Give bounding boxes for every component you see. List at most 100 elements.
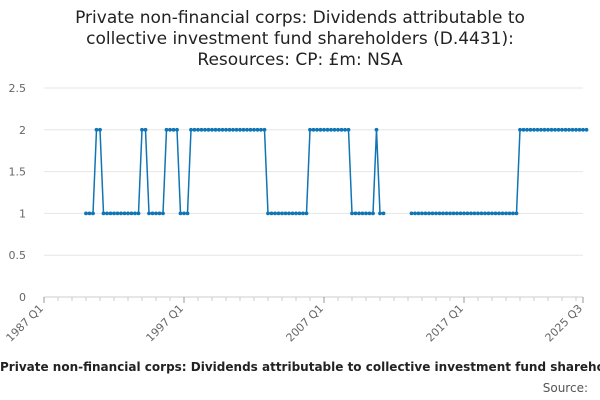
data-point (511, 211, 515, 216)
data-point (357, 211, 361, 216)
data-point (154, 211, 158, 216)
data-point (332, 127, 337, 132)
data-point (182, 211, 186, 216)
data-point (108, 211, 113, 216)
data-point (294, 211, 298, 216)
data-point (287, 211, 291, 216)
data-point (518, 127, 522, 132)
data-point (315, 127, 319, 132)
data-point (98, 127, 102, 132)
data-point (462, 211, 466, 216)
data-point (336, 127, 340, 132)
chart-title: Private non-financial corps: Dividends a… (75, 8, 525, 70)
data-point (451, 211, 456, 216)
data-point (94, 127, 99, 132)
data-point (150, 211, 155, 216)
y-tick-label: 2 (19, 124, 26, 137)
data-point (185, 211, 190, 216)
data-point (210, 127, 214, 132)
data-point (164, 127, 169, 132)
data-point (252, 127, 256, 132)
data-point (318, 127, 323, 132)
data-point (444, 211, 449, 216)
source-label: Source: (542, 381, 588, 395)
y-tick-label: 1.5 (9, 166, 27, 179)
data-point (476, 211, 480, 216)
data-point (119, 211, 123, 216)
data-point (483, 211, 487, 216)
data-point (367, 211, 372, 216)
data-point (115, 211, 120, 216)
data-point (574, 127, 578, 132)
data-point (178, 211, 183, 216)
data-point (360, 211, 365, 216)
data-point (546, 127, 550, 132)
data-point (255, 127, 260, 132)
data-point (147, 211, 151, 216)
data-point (322, 127, 326, 132)
data-point (490, 211, 494, 216)
data-point (371, 211, 375, 216)
data-point (84, 211, 88, 216)
data-point (409, 211, 414, 216)
x-tick-label: 2017 Q1 (424, 302, 467, 345)
data-point (374, 127, 379, 132)
data-point (136, 211, 141, 216)
data-point (581, 127, 585, 132)
data-point (469, 211, 473, 216)
data-point (353, 211, 358, 216)
data-point (304, 211, 309, 216)
data-point (472, 211, 477, 216)
data-point (311, 127, 316, 132)
data-point (497, 211, 501, 216)
data-point (157, 211, 162, 216)
data-point (525, 127, 529, 132)
data-point (563, 127, 568, 132)
data-point (549, 127, 554, 132)
data-point (448, 211, 452, 216)
data-point (479, 211, 484, 216)
data-point (126, 211, 130, 216)
y-tick-label: 2.5 (9, 82, 27, 95)
data-point (532, 127, 536, 132)
data-point (224, 127, 228, 132)
data-point (199, 127, 204, 132)
data-point (346, 127, 351, 132)
data-point (234, 127, 239, 132)
data-point (238, 127, 242, 132)
data-point (273, 211, 277, 216)
data-point (241, 127, 246, 132)
data-point (434, 211, 438, 216)
data-point (262, 127, 267, 132)
data-point (101, 211, 106, 216)
data-point (437, 211, 442, 216)
data-point (290, 211, 295, 216)
data-point (143, 127, 148, 132)
data-point (259, 127, 263, 132)
data-point (206, 127, 211, 132)
x-tick-label: 2025 Q3 (543, 302, 586, 345)
data-point (91, 211, 95, 216)
data-point (381, 211, 386, 216)
data-point (129, 211, 134, 216)
data-point (507, 211, 512, 216)
data-point (105, 211, 109, 216)
data-point (441, 211, 445, 216)
data-point (189, 127, 193, 132)
data-point (301, 211, 305, 216)
data-point (553, 127, 557, 132)
data-point (231, 127, 235, 132)
data-point (535, 127, 540, 132)
y-tick-label: 0 (19, 291, 26, 304)
data-point (521, 127, 526, 132)
data-point (423, 211, 428, 216)
data-point (196, 127, 200, 132)
data-point (567, 127, 571, 132)
data-point (430, 211, 435, 216)
data-point (133, 211, 137, 216)
data-point (192, 127, 197, 132)
data-point (213, 127, 218, 132)
data-point (350, 211, 354, 216)
data-point (584, 127, 589, 132)
data-point (87, 211, 92, 216)
